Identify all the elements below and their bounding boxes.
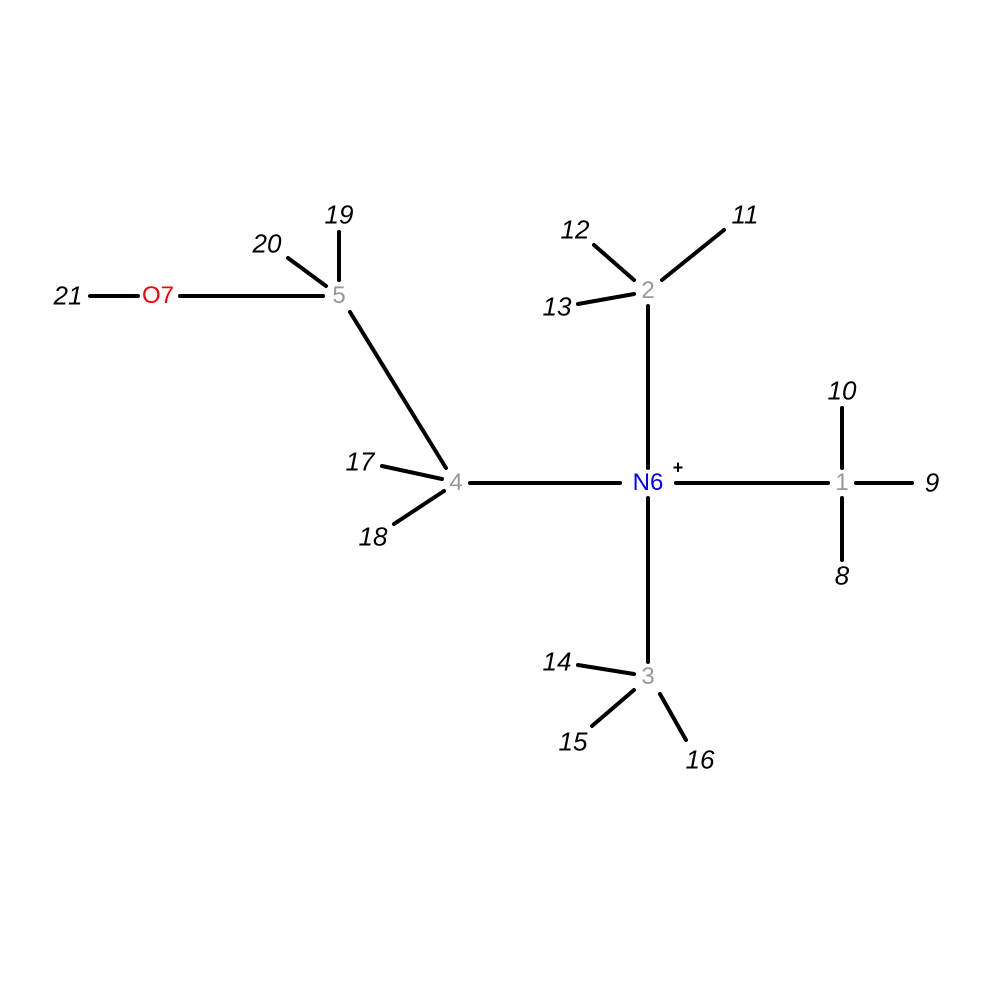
hydrogen-label-12: 12	[561, 215, 590, 246]
bond-line	[592, 690, 634, 726]
charge-symbol: +	[673, 458, 684, 479]
atom-label-1: 1	[835, 469, 848, 497]
bond-line	[350, 312, 446, 468]
hydrogen-label-17: 17	[346, 447, 375, 478]
hydrogen-label-14: 14	[543, 647, 572, 678]
atom-label-N6: N6	[633, 469, 664, 497]
bond-line	[662, 230, 724, 280]
bond-line	[288, 258, 326, 286]
atom-label-5: 5	[332, 282, 345, 310]
bond-line	[660, 694, 686, 740]
hydrogen-label-19: 19	[325, 200, 354, 231]
bond-line	[578, 294, 634, 304]
hydrogen-label-18: 18	[359, 522, 388, 553]
bond-line	[578, 665, 634, 674]
atom-label-4: 4	[449, 469, 462, 497]
hydrogen-label-13: 13	[543, 292, 572, 323]
hydrogen-label-20: 20	[253, 229, 282, 260]
atom-label-2: 2	[641, 277, 654, 305]
hydrogen-label-16: 16	[686, 745, 715, 776]
bond-line	[594, 245, 634, 280]
bond-line	[394, 491, 444, 524]
hydrogen-label-15: 15	[559, 727, 588, 758]
hydrogen-label-21: 21	[54, 281, 83, 312]
hydrogen-label-10: 10	[828, 376, 857, 407]
bond-line	[382, 466, 442, 479]
atom-label-3: 3	[641, 663, 654, 691]
hydrogen-label-8: 8	[835, 561, 849, 592]
hydrogen-label-9: 9	[925, 468, 939, 499]
molecule-bonds	[0, 0, 1000, 1000]
hydrogen-label-11: 11	[732, 200, 759, 231]
atom-label-O7: O7	[142, 282, 174, 310]
